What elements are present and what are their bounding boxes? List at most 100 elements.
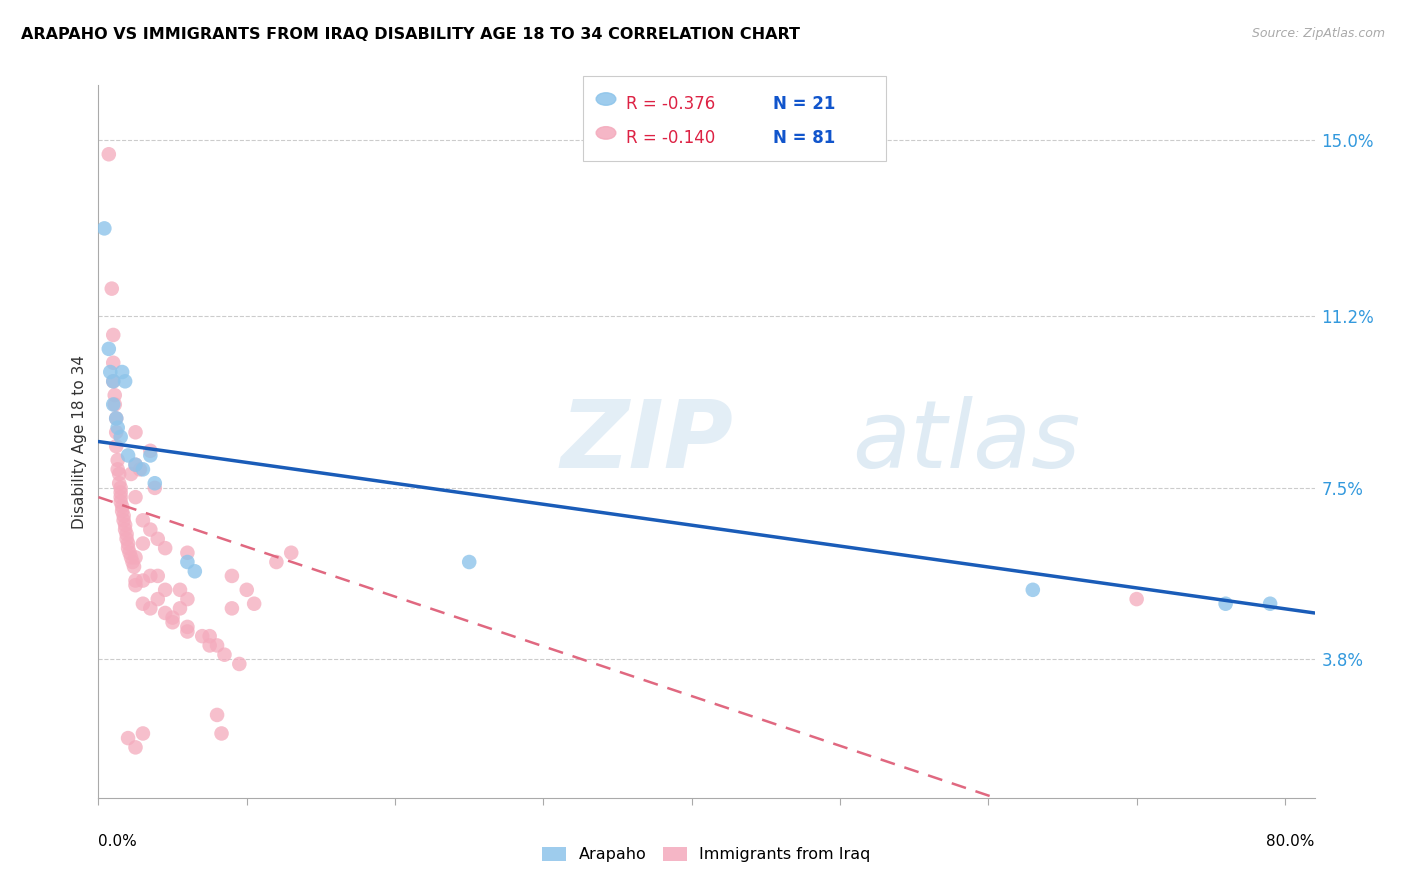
Point bbox=[146, 569, 169, 583]
Point bbox=[122, 559, 145, 574]
Point bbox=[110, 490, 132, 504]
Point bbox=[132, 597, 155, 611]
Point bbox=[243, 597, 266, 611]
Text: N = 21: N = 21 bbox=[773, 95, 835, 113]
Point bbox=[458, 555, 481, 569]
Point bbox=[93, 221, 115, 235]
Point bbox=[124, 578, 146, 592]
Point bbox=[110, 495, 132, 509]
Point bbox=[266, 555, 288, 569]
Point bbox=[139, 523, 162, 537]
Point bbox=[111, 365, 134, 379]
Point bbox=[162, 615, 184, 630]
Point bbox=[169, 582, 191, 597]
Point bbox=[114, 523, 136, 537]
Point bbox=[110, 430, 132, 444]
Point bbox=[97, 342, 120, 356]
Point bbox=[132, 513, 155, 527]
Point bbox=[162, 610, 184, 624]
Point bbox=[214, 648, 236, 662]
Point bbox=[114, 518, 136, 533]
Point bbox=[153, 582, 176, 597]
Y-axis label: Disability Age 18 to 34: Disability Age 18 to 34 bbox=[72, 354, 87, 529]
Point bbox=[124, 425, 146, 440]
Point bbox=[100, 282, 122, 296]
Point bbox=[211, 726, 233, 740]
Point bbox=[221, 569, 243, 583]
Point bbox=[108, 467, 131, 481]
Point bbox=[103, 374, 125, 388]
Text: R = -0.376: R = -0.376 bbox=[626, 95, 714, 113]
Point bbox=[117, 541, 139, 555]
Point bbox=[153, 606, 176, 620]
Point bbox=[104, 388, 127, 402]
Point bbox=[124, 458, 146, 472]
Point bbox=[124, 574, 146, 588]
Text: 0.0%: 0.0% bbox=[98, 834, 138, 849]
Point bbox=[105, 439, 128, 453]
Point bbox=[176, 624, 198, 639]
Point bbox=[120, 467, 142, 481]
Point bbox=[105, 425, 128, 440]
Point bbox=[112, 508, 135, 523]
Point bbox=[176, 592, 198, 607]
Point bbox=[176, 620, 198, 634]
Point bbox=[117, 731, 139, 745]
Point bbox=[107, 453, 129, 467]
Point bbox=[124, 740, 146, 755]
Point bbox=[176, 546, 198, 560]
Point bbox=[1258, 597, 1281, 611]
Point bbox=[280, 546, 302, 560]
Point bbox=[117, 449, 139, 463]
Point bbox=[118, 546, 141, 560]
Point bbox=[1022, 582, 1045, 597]
Point bbox=[184, 564, 207, 578]
Point bbox=[228, 657, 250, 671]
Text: ARAPAHO VS IMMIGRANTS FROM IRAQ DISABILITY AGE 18 TO 34 CORRELATION CHART: ARAPAHO VS IMMIGRANTS FROM IRAQ DISABILI… bbox=[21, 27, 800, 42]
Point bbox=[97, 147, 120, 161]
Point bbox=[176, 555, 198, 569]
Text: atlas: atlas bbox=[852, 396, 1081, 487]
Point bbox=[1125, 592, 1147, 607]
Point bbox=[103, 328, 125, 343]
Point bbox=[146, 592, 169, 607]
Point bbox=[132, 462, 155, 476]
Point bbox=[198, 639, 221, 653]
Point bbox=[139, 601, 162, 615]
Point bbox=[104, 397, 127, 411]
Point bbox=[1215, 597, 1237, 611]
Point bbox=[103, 374, 125, 388]
Text: Source: ZipAtlas.com: Source: ZipAtlas.com bbox=[1251, 27, 1385, 40]
Point bbox=[105, 411, 128, 425]
Point bbox=[110, 481, 132, 495]
Point bbox=[124, 458, 146, 472]
Point bbox=[103, 397, 125, 411]
Point bbox=[139, 569, 162, 583]
Point bbox=[124, 490, 146, 504]
Point bbox=[115, 527, 138, 541]
Point bbox=[146, 532, 169, 546]
Point bbox=[117, 536, 139, 550]
Point bbox=[132, 536, 155, 550]
Point bbox=[132, 726, 155, 740]
Point bbox=[107, 462, 129, 476]
Point bbox=[143, 481, 166, 495]
Text: ZIP: ZIP bbox=[561, 395, 734, 488]
Point bbox=[221, 601, 243, 615]
Point bbox=[205, 707, 228, 722]
Text: R = -0.140: R = -0.140 bbox=[626, 129, 714, 147]
Point bbox=[114, 374, 136, 388]
Point bbox=[139, 443, 162, 458]
Point bbox=[111, 504, 134, 518]
Point bbox=[129, 462, 152, 476]
Point bbox=[115, 532, 138, 546]
Point bbox=[169, 601, 191, 615]
Point bbox=[205, 639, 228, 653]
Point bbox=[103, 356, 125, 370]
Point bbox=[120, 550, 142, 565]
Point bbox=[198, 629, 221, 643]
Point bbox=[121, 555, 143, 569]
Point bbox=[235, 582, 257, 597]
Point bbox=[107, 420, 129, 434]
Point bbox=[153, 541, 176, 555]
